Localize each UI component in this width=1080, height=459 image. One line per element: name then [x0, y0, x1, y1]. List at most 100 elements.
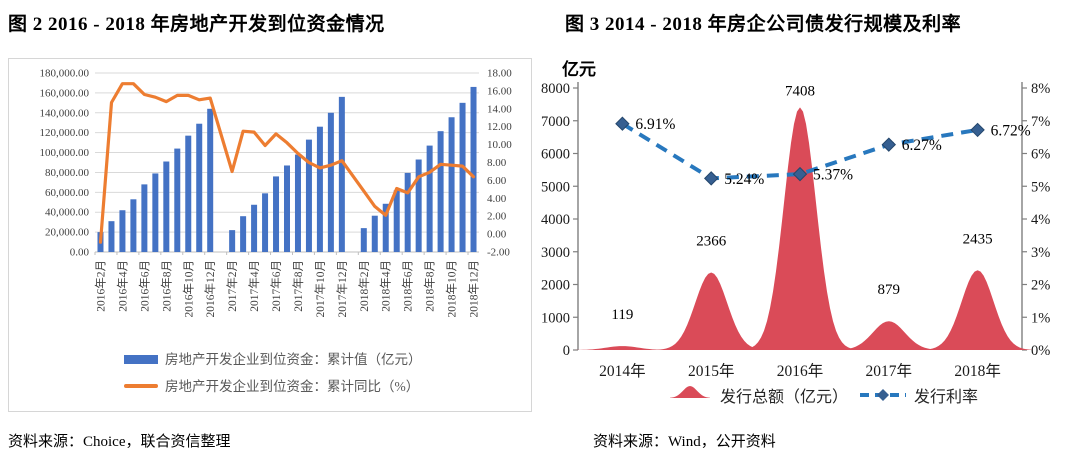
svg-text:7%: 7%: [1031, 114, 1050, 130]
svg-text:2017年: 2017年: [866, 362, 913, 380]
bar: [196, 123, 203, 252]
svg-text:160,000.00: 160,000.00: [40, 87, 90, 99]
svg-text:2016年4月: 2016年4月: [115, 260, 129, 312]
legend-line-swatch: [124, 384, 158, 388]
figure2-legend: 房地产开发企业到位资金：累计值（亿元） 房地产开发企业到位资金：累计同比（%）: [124, 351, 422, 394]
svg-text:60,000.00: 60,000.00: [45, 187, 90, 199]
rate-marker: [615, 116, 630, 131]
rate-marker: [792, 166, 808, 182]
svg-text:12.00: 12.00: [487, 121, 512, 133]
bar: [360, 228, 367, 252]
svg-text:3%: 3%: [1031, 245, 1050, 261]
rate-marker: [881, 137, 897, 152]
svg-text:0.00: 0.00: [70, 247, 90, 259]
bar: [152, 173, 159, 252]
svg-text:120,000.00: 120,000.00: [40, 127, 90, 139]
bar: [108, 221, 115, 252]
bar: [229, 230, 236, 252]
figure2-right-axis-labels: 18.00 16.00 14.00 12.00 10.00 8.00 6.00 4.00 2.0…: [487, 68, 512, 259]
figure3-left-axis-labels: 8000 7000 6000 5000 4000 3000 2000 1000 0: [541, 81, 570, 359]
svg-text:14.00: 14.00: [487, 103, 512, 115]
svg-text:4%: 4%: [1031, 212, 1050, 228]
svg-text:5.24%: 5.24%: [724, 171, 764, 188]
bar: [393, 190, 400, 252]
svg-text:2018年12月: 2018年12月: [467, 260, 481, 318]
svg-text:80,000.00: 80,000.00: [45, 167, 90, 179]
bar: [437, 131, 444, 252]
peak: [657, 272, 766, 350]
svg-text:房地产开发企业到位资金：累计值（亿元）: 房地产开发企业到位资金：累计值（亿元）: [165, 351, 422, 367]
svg-text:100,000.00: 100,000.00: [40, 147, 90, 159]
svg-text:2014年: 2014年: [599, 362, 646, 380]
yoy-line: [98, 82, 476, 244]
bar: [130, 199, 137, 252]
bar: [371, 215, 378, 252]
bar: [404, 172, 411, 252]
figure3-issuance-peaks: [568, 107, 1032, 350]
bar: [251, 204, 258, 252]
svg-text:1000: 1000: [541, 310, 570, 326]
figure3-legend: 发行总额（亿元） 发行利率: [670, 386, 978, 406]
bar: [207, 108, 214, 252]
figure3-right-axis-labels: 8% 7% 6% 5% 4% 3% 2% 1% 0%: [1031, 81, 1050, 359]
svg-text:4000: 4000: [541, 212, 570, 228]
svg-text:2.00: 2.00: [487, 211, 507, 223]
svg-text:发行总额（亿元）: 发行总额（亿元）: [720, 388, 848, 406]
svg-text:2018年6月: 2018年6月: [401, 260, 415, 312]
figure2-left-axis-labels: 180,000.00 160,000.00 140,000.00 120,000.00…: [40, 68, 90, 259]
svg-text:2017年8月: 2017年8月: [291, 260, 305, 312]
bar: [316, 126, 323, 252]
svg-text:2018年4月: 2018年4月: [379, 260, 393, 312]
svg-text:0.00: 0.00: [487, 229, 507, 241]
bar: [448, 117, 455, 252]
peak: [746, 107, 854, 350]
bar: [174, 148, 181, 252]
rate-marker: [970, 122, 985, 138]
figure2-x-ticks: [94, 252, 469, 255]
svg-text:2017年2月: 2017年2月: [225, 260, 239, 312]
bar: [294, 154, 301, 252]
figure2-bars: [97, 86, 477, 253]
svg-text:180,000.00: 180,000.00: [40, 68, 90, 80]
figure3-chart-area: 亿元 8000 7000 6000 5000 4000 3000 2000 1000 0 8% 7% 6…: [540, 58, 1080, 420]
svg-text:6000: 6000: [541, 147, 570, 163]
svg-text:6.72%: 6.72%: [991, 122, 1031, 139]
svg-text:2018年8月: 2018年8月: [423, 260, 437, 312]
figure3-amount-labels: 119 2366 7408 879 2435: [611, 83, 992, 323]
svg-text:2015年: 2015年: [688, 362, 735, 380]
svg-text:2018年10月: 2018年10月: [445, 260, 459, 318]
svg-text:8000: 8000: [541, 81, 570, 97]
legend-diamond-icon: [877, 389, 889, 401]
svg-text:2435: 2435: [963, 231, 993, 247]
svg-text:2018年: 2018年: [954, 362, 1001, 380]
figure3-rate-labels: 6.91% 5.24% 5.37% 6.27% 6.72%: [635, 116, 1030, 188]
figure3-unit-label: 亿元: [562, 59, 596, 79]
peak: [568, 346, 677, 350]
figure2-title: 图 2 2016 - 2018 年房地产开发到位资金情况: [8, 14, 385, 35]
svg-text:2016年8月: 2016年8月: [159, 260, 173, 312]
svg-text:140,000.00: 140,000.00: [40, 107, 90, 119]
figure3-title: 图 3 2014 - 2018 年房企公司债发行规模及利率: [565, 14, 962, 35]
svg-text:7000: 7000: [541, 114, 570, 130]
svg-text:2366: 2366: [696, 234, 727, 250]
bar: [338, 96, 345, 252]
svg-text:2018年2月: 2018年2月: [357, 260, 371, 312]
bar: [185, 135, 192, 252]
svg-text:-2.00: -2.00: [487, 247, 510, 259]
figure3-rate-markers: [615, 116, 985, 186]
figure3-axes: [573, 82, 1027, 351]
legend-peak-icon: [670, 386, 710, 398]
svg-text:6.00: 6.00: [487, 175, 507, 187]
svg-text:40,000.00: 40,000.00: [45, 207, 90, 219]
svg-text:发行利率: 发行利率: [914, 388, 978, 406]
svg-text:5%: 5%: [1031, 179, 1050, 195]
svg-text:2016年2月: 2016年2月: [93, 260, 107, 312]
svg-text:2%: 2%: [1031, 278, 1050, 294]
svg-text:879: 879: [878, 282, 901, 298]
svg-text:2017年4月: 2017年4月: [247, 260, 261, 312]
svg-text:5000: 5000: [541, 179, 570, 195]
figure2-x-axis-labels: 2016年2月 2016年4月 2016年6月 2016年8月 2016年10月 2016…: [93, 260, 480, 318]
bar: [119, 210, 126, 252]
bar: [262, 193, 269, 252]
rate-marker: [703, 171, 719, 186]
